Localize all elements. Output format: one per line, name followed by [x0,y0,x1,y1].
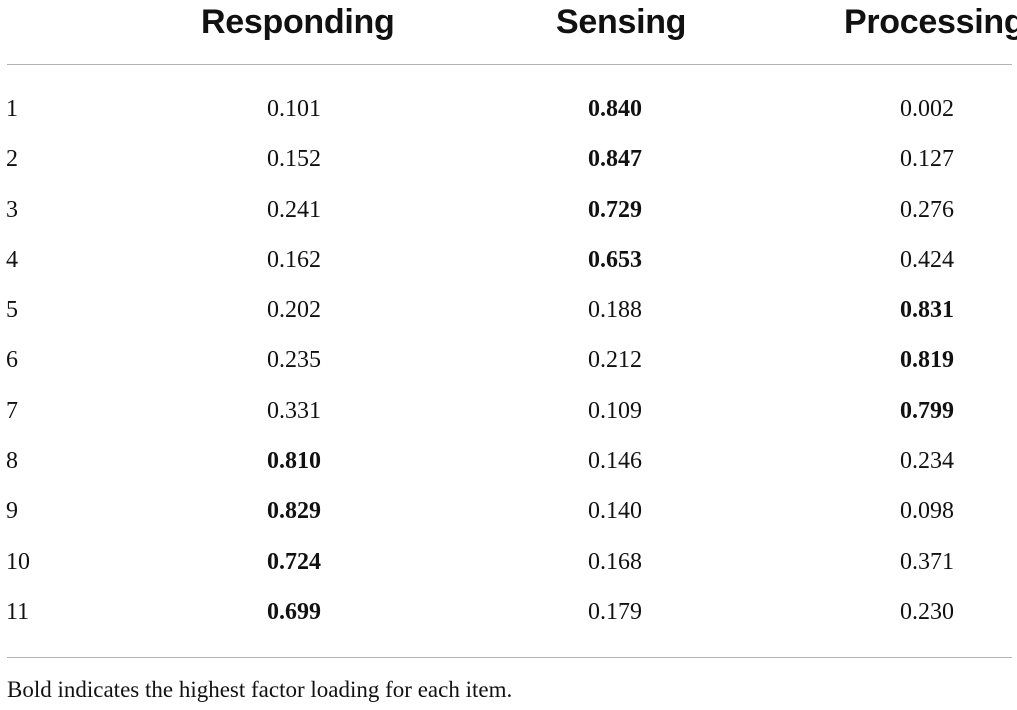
processing-value: 0.424 [900,246,954,273]
table-row: 3 0.241 0.729 0.276 [0,185,1017,235]
table-row: 6 0.235 0.212 0.819 [0,335,1017,385]
item-number: 10 [6,548,30,575]
table-row: 4 0.162 0.653 0.424 [0,235,1017,285]
table-row: 8 0.810 0.146 0.234 [0,436,1017,486]
table-row: 5 0.202 0.188 0.831 [0,285,1017,335]
column-header-sensing: Sensing [556,3,687,41]
item-number: 7 [6,397,18,424]
responding-value: 0.162 [267,246,321,273]
sensing-value: 0.168 [588,548,642,575]
responding-value: 0.202 [267,297,321,324]
table-body: 1 0.101 0.840 0.002 2 0.152 0.847 0.127 … [0,84,1017,637]
sensing-value: 0.847 [588,146,642,173]
table-row: 1 0.101 0.840 0.002 [0,84,1017,134]
column-header-processing: Processing [844,3,1017,41]
responding-value: 0.724 [267,548,321,575]
table-row: 11 0.699 0.179 0.230 [0,587,1017,637]
item-number: 11 [6,598,30,625]
item-number: 9 [6,498,18,525]
responding-value: 0.699 [267,598,321,625]
sensing-value: 0.653 [588,246,642,273]
item-number: 5 [6,297,18,324]
footer-divider [7,657,1012,658]
processing-value: 0.234 [900,448,954,475]
processing-value: 0.002 [900,96,954,122]
column-header-responding: Responding [201,3,395,41]
processing-value: 0.831 [900,297,954,324]
header-divider [7,64,1012,65]
item-number: 6 [6,347,18,374]
item-number: 4 [6,246,18,273]
item-number: 2 [6,146,18,173]
item-number: 3 [6,196,18,223]
sensing-value: 0.840 [588,96,642,122]
processing-value: 0.230 [900,598,954,625]
responding-value: 0.101 [267,96,321,122]
table-header: Responding Sensing Processing [0,0,1017,64]
responding-value: 0.241 [267,196,321,223]
responding-value: 0.829 [267,498,321,525]
processing-value: 0.276 [900,196,954,223]
table-footnote: Bold indicates the highest factor loadin… [7,677,513,702]
item-number: 8 [6,448,18,475]
processing-value: 0.799 [900,397,954,424]
processing-value: 0.098 [900,498,954,525]
table-row: 9 0.829 0.140 0.098 [0,486,1017,536]
responding-value: 0.810 [267,448,321,475]
table-row: 10 0.724 0.168 0.371 [0,537,1017,587]
sensing-value: 0.109 [588,397,642,424]
item-number: 1 [6,96,18,122]
sensing-value: 0.729 [588,196,642,223]
sensing-value: 0.179 [588,598,642,625]
responding-value: 0.235 [267,347,321,374]
responding-value: 0.331 [267,397,321,424]
processing-value: 0.371 [900,548,954,575]
sensing-value: 0.140 [588,498,642,525]
processing-value: 0.819 [900,347,954,374]
table-row: 2 0.152 0.847 0.127 [0,134,1017,184]
sensing-value: 0.188 [588,297,642,324]
sensing-value: 0.212 [588,347,642,374]
processing-value: 0.127 [900,146,954,173]
responding-value: 0.152 [267,146,321,173]
sensing-value: 0.146 [588,448,642,475]
table-row: 7 0.331 0.109 0.799 [0,386,1017,436]
